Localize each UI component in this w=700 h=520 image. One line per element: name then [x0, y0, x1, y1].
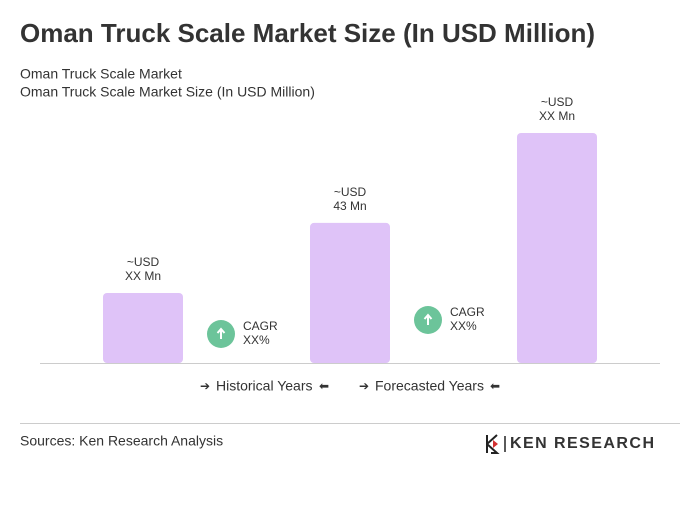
cagr-arrow	[216, 327, 226, 339]
bar	[310, 222, 390, 363]
value-label: ~USD XX Mn	[125, 255, 161, 283]
arrow: ⬅	[490, 379, 500, 393]
subtitle: Oman Truck Scale Market Size (In USD Mil…	[20, 84, 315, 100]
legend-label: Forecasted Years	[375, 378, 484, 394]
cagr-value: XX%	[450, 319, 477, 333]
value-label: ~USD XX Mn	[539, 95, 575, 123]
arrow: ⬅	[319, 379, 329, 393]
value-label-line: 43 Mn	[333, 199, 366, 213]
logo-text: KEN RESEARCH	[510, 435, 654, 452]
legend: ➔ Historical Years ⬅ ➔ Forecasted Years …	[200, 378, 500, 394]
logo-mark	[486, 434, 500, 454]
value-label-line: ~USD	[334, 185, 367, 199]
logo: KEN RESEARCH	[486, 434, 654, 454]
title: Oman Truck Scale Market Size (In USD Mil…	[20, 18, 595, 48]
source: Sources: Ken Research Analysis	[20, 433, 223, 449]
value-label-line: XX Mn	[125, 269, 161, 283]
bar	[517, 133, 597, 363]
cagr-label: CAGR	[450, 305, 485, 319]
arrow: ➔	[359, 379, 369, 393]
subtitle: Oman Truck Scale Market	[20, 66, 182, 82]
value-label-line: ~USD	[127, 255, 160, 269]
value-label-line: XX Mn	[539, 109, 575, 123]
cagr-label: CAGR	[243, 319, 278, 333]
arrow: ➔	[200, 379, 210, 393]
cagr-value: XX%	[243, 333, 270, 347]
legend-label: Historical Years	[216, 378, 313, 394]
value-label-line: ~USD	[541, 95, 574, 109]
logo-mark	[493, 440, 498, 448]
bar	[103, 292, 183, 363]
value-label: ~USD 43 Mn	[333, 185, 366, 213]
cagr-arrow	[423, 313, 433, 325]
